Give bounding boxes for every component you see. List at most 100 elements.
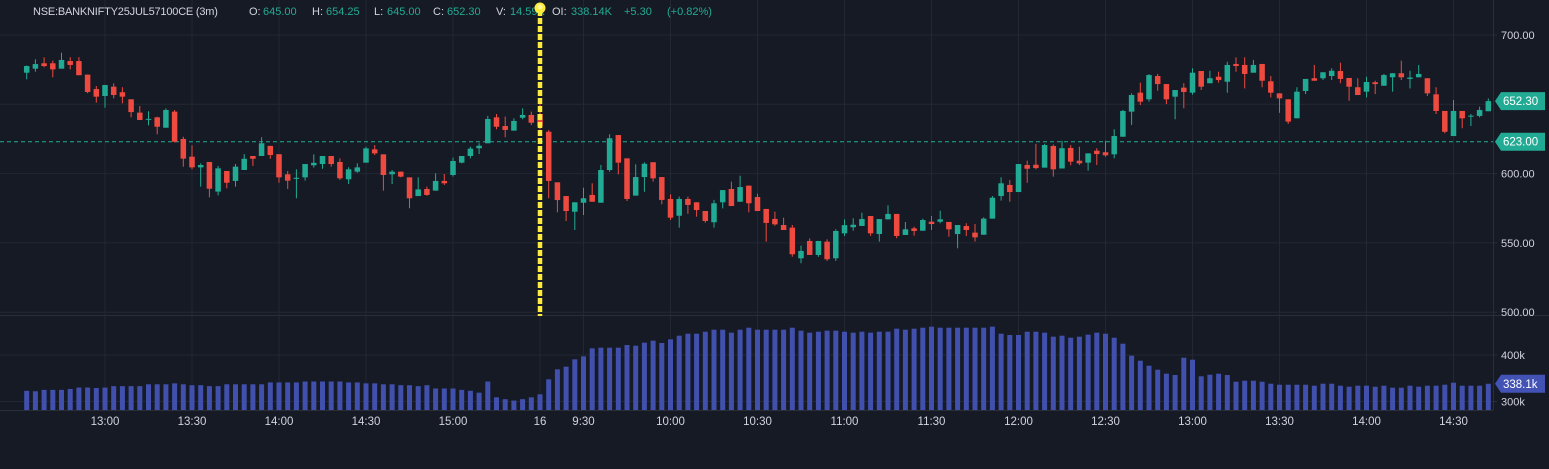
oi-bar: [1311, 385, 1317, 410]
oi-bar: [415, 386, 421, 410]
oi-bar: [250, 384, 256, 410]
candle-up: [32, 59, 39, 72]
oi-bar: [1355, 385, 1361, 410]
oi-bar: [1207, 374, 1213, 410]
candle-down: [206, 161, 213, 198]
candle-down: [972, 224, 978, 242]
candle-down: [824, 239, 830, 261]
oi-bar: [407, 385, 412, 410]
candle-down: [554, 182, 561, 213]
candle-up: [580, 187, 587, 216]
candle-down: [867, 216, 874, 236]
oi-bar: [1050, 336, 1056, 410]
candle-down: [1372, 80, 1378, 95]
candle-down: [1233, 57, 1239, 72]
candle-down: [441, 174, 448, 185]
oi-bar: [102, 387, 108, 410]
candle-down: [1215, 71, 1222, 83]
oi-bar: [41, 389, 47, 410]
time-tick-label: 13:30: [178, 416, 207, 428]
oi-value: 338.14K: [571, 6, 612, 18]
candle-down: [41, 57, 47, 68]
oi-bar: [433, 388, 439, 410]
oi-bar: [528, 397, 534, 410]
candle-up: [902, 221, 909, 235]
chart-legend: NSE:BANKNIFTY25JUL57100CE (3m) O: 645.00…: [0, 4, 760, 20]
oi-bar: [467, 390, 473, 410]
time-tick-label: 14:00: [1352, 416, 1381, 428]
oi-axis[interactable]: 400k 300k: [1493, 350, 1525, 409]
oi-bar: [850, 332, 856, 410]
candle-down: [424, 186, 430, 196]
price-axis[interactable]: 700.00 600.00 550.00 500.00: [1493, 30, 1535, 319]
candle-down: [1050, 144, 1057, 177]
candle-down: [659, 177, 665, 205]
oi-bar: [1233, 381, 1239, 410]
oi-bar: [1468, 385, 1474, 410]
horizontal-line-label: 623.00: [1495, 132, 1545, 151]
oi-bar: [1329, 383, 1335, 410]
candle-up: [511, 118, 517, 131]
price-tick-label: 550.00: [1501, 238, 1535, 250]
oi-bar: [859, 331, 865, 410]
oi-bar: [1320, 383, 1326, 410]
oi-bar: [911, 328, 917, 410]
candle-up: [572, 202, 578, 231]
candle-down: [893, 213, 900, 239]
oi-bar: [537, 394, 543, 410]
candle-up: [145, 111, 152, 126]
oi-bar: [1459, 385, 1465, 410]
oi-bar: [1216, 373, 1222, 410]
candle-down: [1285, 99, 1291, 124]
oi-bar: [1433, 385, 1439, 410]
oi-bar: [824, 330, 830, 410]
oi-bar: [354, 382, 360, 410]
candle-down: [615, 135, 622, 175]
candle-down: [284, 170, 291, 189]
change-percent: (+0.82%): [667, 6, 712, 18]
candle-up: [519, 108, 526, 120]
oi-bar: [520, 399, 526, 410]
candle-down: [371, 145, 378, 156]
candle-down: [1259, 63, 1265, 88]
candle-up: [58, 52, 65, 69]
candle-down: [84, 74, 91, 94]
symbol-title[interactable]: NSE:BANKNIFTY25JUL57100CE (3m): [33, 6, 218, 18]
candle-up: [798, 245, 804, 264]
oi-bar: [206, 386, 212, 410]
candle-up: [1450, 100, 1457, 137]
candle-up: [859, 212, 865, 226]
oi-bar: [328, 381, 334, 410]
oi-bar: [1346, 386, 1352, 410]
oi-bar: [615, 347, 621, 410]
candle-up: [232, 164, 239, 187]
candle-down: [380, 154, 387, 191]
oi-bar: [215, 386, 221, 410]
oi-bar: [172, 383, 178, 410]
time-axis[interactable]: 13:00 13:30 14:00 14:30 15:00 16 9:30 10:00 10:3…: [91, 416, 1468, 428]
candle-up: [476, 143, 482, 155]
oi-bar: [668, 339, 673, 410]
candle-up: [1389, 73, 1396, 92]
oi-bar: [1390, 387, 1396, 410]
open-value: 645.00: [263, 6, 297, 18]
oi-bar: [154, 384, 160, 410]
candle-up: [1146, 74, 1152, 102]
oi-bar: [85, 387, 91, 410]
oi-tick-label: 400k: [1501, 350, 1525, 362]
oi-bar: [902, 329, 908, 410]
oi-bar: [702, 331, 708, 410]
candle-up: [850, 218, 856, 231]
time-tick-label: 13:00: [91, 416, 120, 428]
oi-bar: [1398, 387, 1404, 410]
candle-up: [163, 108, 169, 128]
candle-up: [450, 157, 456, 177]
candle-up: [719, 190, 726, 209]
oi-bar: [224, 384, 230, 410]
oi-bar: [1137, 360, 1143, 410]
oi-bar: [259, 384, 265, 410]
candle-down: [911, 226, 917, 236]
candle-up: [389, 169, 395, 184]
oi-bar: [581, 356, 586, 410]
